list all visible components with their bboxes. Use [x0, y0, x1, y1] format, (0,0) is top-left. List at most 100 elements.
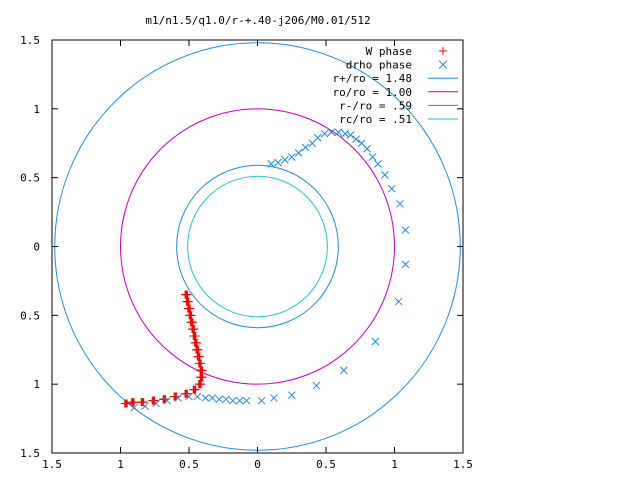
- legend-label-2: r+/ro = 1.48: [333, 72, 412, 85]
- w-phase-point-15-part-4: [183, 389, 192, 398]
- x-tick-label-3: 0: [254, 458, 261, 471]
- drho-phase-point-5: [185, 392, 193, 401]
- drho-phase-point-25: [381, 171, 389, 179]
- drho-phase-point-32: [341, 129, 350, 138]
- w-phase-point-0-part-4: [183, 290, 192, 299]
- data-markers: [120, 128, 410, 412]
- legend-label-0: W phase: [366, 45, 412, 58]
- drho-phase-point-14: [257, 396, 266, 405]
- w-phase-point-14: [189, 385, 200, 394]
- drho-phase-point-17: [312, 381, 321, 390]
- w-phase-point-10-part-4: [197, 359, 206, 368]
- drho-phase-point-34: [327, 128, 336, 137]
- w-phase-point-8-part-4: [194, 345, 203, 354]
- drho-phase-point-7: [201, 394, 210, 402]
- y-tick-label-0: 1.5: [20, 34, 40, 47]
- drho-phase-point-23: [396, 199, 404, 208]
- drho-phase-point-22: [401, 226, 410, 234]
- drho-phase-point-39: [294, 149, 303, 157]
- w-phase-point-6-part-4: [191, 331, 200, 340]
- x-tick-label-4: 0.5: [316, 458, 336, 471]
- circle-1: [120, 108, 395, 385]
- drho-phase-point-16: [287, 391, 296, 400]
- x-tick-label-0: 1.5: [42, 458, 62, 471]
- drho-phase-point-40: [287, 153, 296, 161]
- w-phase-point-11-part-4: [198, 366, 207, 375]
- y-tick-label-3: 0: [33, 241, 40, 254]
- y-tick-label-1: 1: [33, 103, 40, 116]
- w-phase-point-5: [187, 325, 199, 334]
- drho-phase-point-30: [352, 135, 360, 143]
- drho-phase-point-8: [208, 394, 217, 402]
- drho-phase-point-31: [346, 131, 355, 139]
- w-phase-point-7: [190, 338, 202, 347]
- drho-phase-point-3: [163, 396, 171, 405]
- w-phase-point-3-part-4: [187, 311, 196, 320]
- drho-phase-point-38: [301, 143, 310, 152]
- w-phase-point-20: [127, 398, 139, 407]
- w-phase-point-10: [194, 359, 206, 368]
- w-phase-point-1-part-4: [184, 297, 193, 306]
- y-tick-label-5: 1: [33, 378, 40, 391]
- w-phase-point-13-part-4: [197, 380, 206, 389]
- w-phase-point-11: [196, 366, 207, 375]
- w-phase-point-0: [181, 290, 192, 299]
- w-phase-point-2-part-4: [186, 304, 195, 313]
- x-tick-label-1: 1: [117, 458, 124, 471]
- drho-phase-point-2: [152, 399, 160, 408]
- drho-phase-point-10: [222, 395, 230, 404]
- w-phase-point-13: [194, 380, 206, 389]
- w-phase-point-2: [183, 304, 195, 313]
- w-phase-point-9: [193, 352, 204, 361]
- circle-2: [176, 164, 339, 329]
- w-phase-point-4: [186, 318, 197, 327]
- axis-ticks: 1.5 1 0.5 0 0.5 1 1.51.510.500.511.5: [20, 34, 473, 471]
- drho-phase-point-19: [371, 337, 380, 346]
- drho-phase-point-18: [339, 366, 348, 375]
- w-phase-point-14-part-4: [191, 385, 200, 394]
- drho-phase-point-4: [174, 394, 182, 402]
- drho-phase-point-26: [374, 160, 382, 168]
- w-phase-point-12-part-4: [198, 373, 207, 382]
- chart-title: m1/n1.5/q1.0/r-+.40-j206/M0.01/512: [145, 14, 370, 27]
- w-phase-point-6: [189, 331, 200, 340]
- drho-phase-point-42: [274, 158, 282, 167]
- drho-phase-point-37: [308, 139, 317, 148]
- legend-label-1: drho phase: [346, 59, 412, 72]
- x-tick-label-5: 1: [391, 458, 398, 471]
- w-phase-point-4-part-4: [188, 318, 197, 327]
- circle-3: [187, 175, 328, 318]
- drho-phase-point-24: [387, 184, 396, 193]
- w-phase-point-1: [182, 297, 193, 306]
- w-phase-point-5-part-4: [190, 325, 199, 334]
- drho-phase-point-35: [320, 129, 329, 138]
- legend-label-4: r-/ro = .59: [339, 99, 412, 112]
- y-tick-label-6: 1.5: [20, 447, 40, 460]
- w-phase-point-20-part-4: [130, 398, 139, 407]
- drho-phase-point-20: [394, 297, 403, 306]
- legend-label-5: rc/ro = .51: [339, 113, 412, 126]
- drho-phase-point-6: [193, 392, 202, 401]
- drho-phase-point-13: [242, 396, 251, 405]
- drho-phase-point-43: [267, 160, 276, 168]
- w-phase-point-18-part-4: [150, 396, 159, 405]
- legend-sample-1: [438, 60, 448, 69]
- drho-phase-point-27: [368, 153, 377, 161]
- w-phase-point-12: [196, 373, 207, 382]
- w-phase-point-8: [192, 345, 203, 354]
- drho-phase-point-1: [141, 402, 150, 411]
- x-tick-label-2: 0.5: [179, 458, 199, 471]
- w-phase-point-21: [120, 399, 132, 408]
- legend-label-3: ro/ro = 1.00: [333, 86, 412, 99]
- w-phase-point-3: [185, 311, 196, 320]
- drho-phase-point-15: [270, 394, 278, 402]
- drho-phase-point-0: [130, 403, 139, 412]
- y-tick-label-2: 0.5: [20, 172, 40, 185]
- drho-phase-point-33: [334, 128, 343, 137]
- drho-phase-point-21: [401, 260, 410, 269]
- legend-sample-0: [439, 47, 447, 55]
- drho-phase-point-29: [357, 139, 366, 148]
- drho-phase-point-41: [281, 155, 289, 164]
